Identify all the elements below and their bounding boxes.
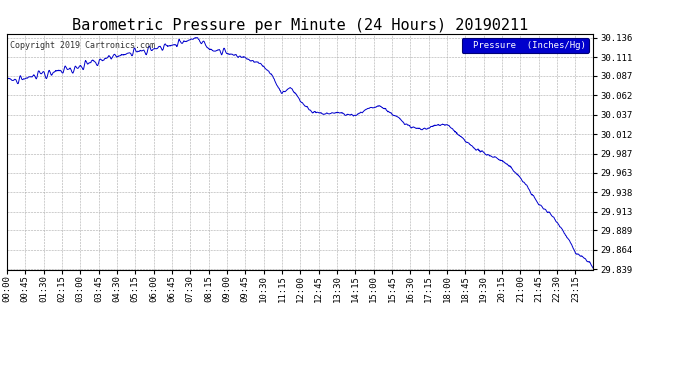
Text: Copyright 2019 Cartronics.com: Copyright 2019 Cartronics.com [10, 41, 155, 50]
Title: Barometric Pressure per Minute (24 Hours) 20190211: Barometric Pressure per Minute (24 Hours… [72, 18, 529, 33]
Legend: Pressure  (Inches/Hg): Pressure (Inches/Hg) [462, 38, 589, 53]
